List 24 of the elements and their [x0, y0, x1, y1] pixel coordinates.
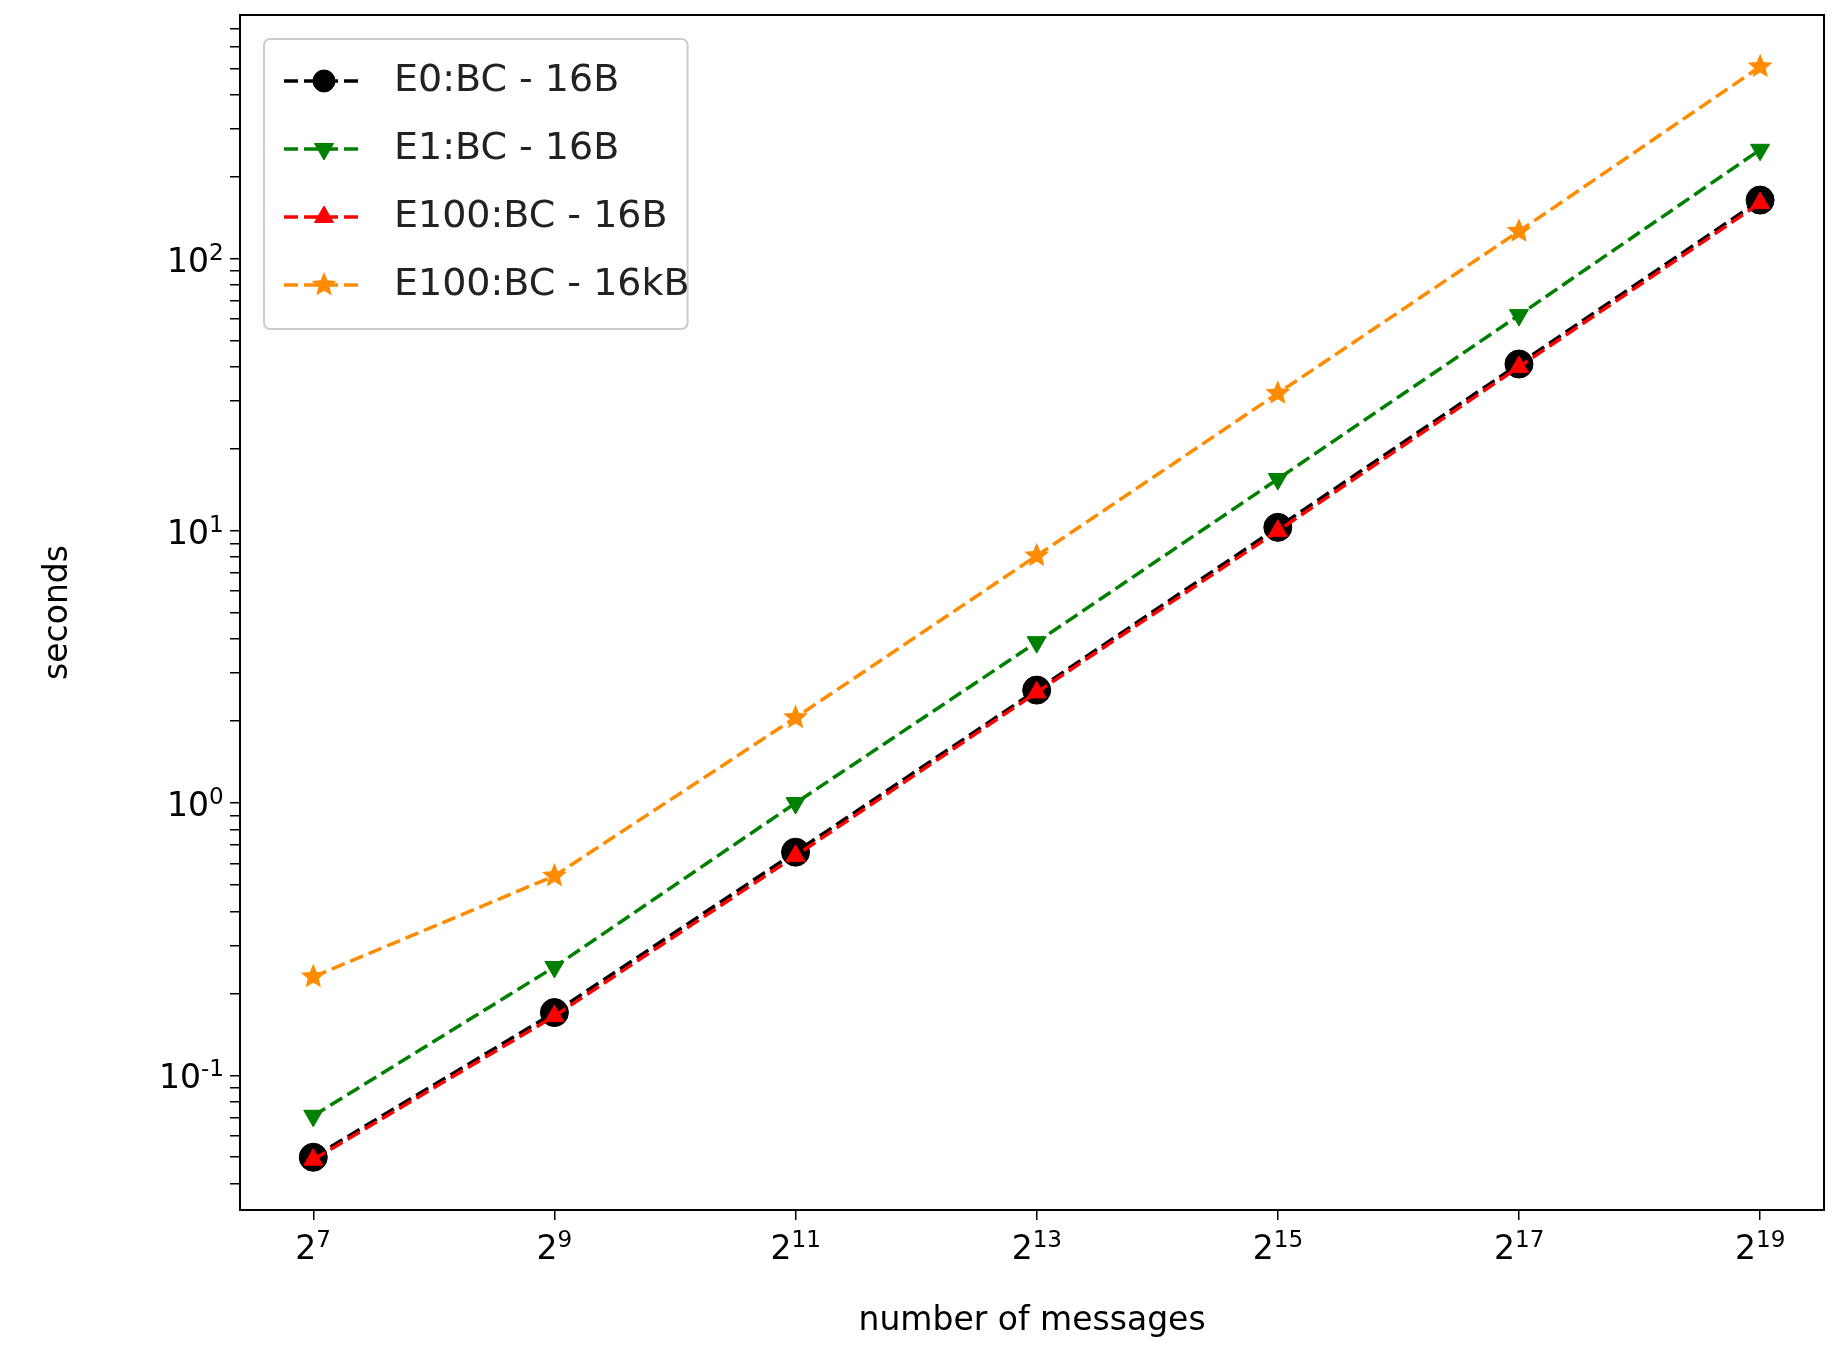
y-tick-label: 10$^{-1}$ [159, 1055, 225, 1097]
x-tick-label: 2$^{17}$ [1493, 1226, 1545, 1267]
legend-label: E100:BC - 16kB [394, 259, 690, 304]
point [300, 963, 326, 988]
x-tick-label: 2$^{15}$ [1252, 1226, 1304, 1267]
y-tick-label: 10$^{0}$ [167, 783, 224, 825]
legend-label: E100:BC - 16B [394, 191, 668, 236]
y-tick-label: 10$^{2}$ [167, 238, 224, 280]
x-tick-label: 2$^{11}$ [770, 1226, 821, 1267]
x-tick-label: 2$^{9}$ [536, 1226, 573, 1267]
legend-label: E0:BC - 16B [394, 55, 620, 100]
x-tick-label: 2$^{13}$ [1011, 1226, 1063, 1267]
point [1265, 380, 1291, 404]
y-axis-title: seconds [35, 545, 75, 680]
point [1506, 218, 1532, 242]
point [1024, 542, 1050, 567]
point [542, 862, 567, 887]
point [783, 704, 808, 729]
x-tick-label: 2$^{19}$ [1735, 1226, 1786, 1267]
legend-label: E1:BC - 16B [394, 123, 620, 168]
y-tick-label: 10$^{1}$ [167, 510, 224, 552]
point [1747, 53, 1773, 78]
x-tick-label: 2$^{7}$ [295, 1226, 331, 1267]
x-axis-title: number of messages [858, 1299, 1206, 1338]
